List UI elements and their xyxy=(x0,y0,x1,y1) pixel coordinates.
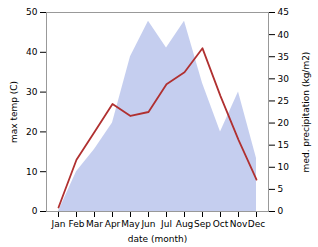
svg-text:date (month): date (month) xyxy=(128,234,187,244)
svg-text:50: 50 xyxy=(26,7,38,17)
svg-text:Apr: Apr xyxy=(105,219,121,229)
svg-text:med. precipitation (kg/m2): med. precipitation (kg/m2) xyxy=(301,52,311,173)
svg-text:Mar: Mar xyxy=(86,219,103,229)
svg-text:30: 30 xyxy=(278,74,290,84)
svg-text:Jul: Jul xyxy=(160,219,172,229)
svg-text:Dec: Dec xyxy=(248,219,265,229)
svg-text:25: 25 xyxy=(278,96,289,106)
svg-text:45: 45 xyxy=(278,7,289,17)
svg-text:10: 10 xyxy=(26,167,38,177)
svg-text:0: 0 xyxy=(32,206,38,216)
svg-text:0: 0 xyxy=(278,206,284,216)
svg-text:5: 5 xyxy=(278,184,284,194)
svg-text:40: 40 xyxy=(26,47,38,57)
svg-text:Aug: Aug xyxy=(176,219,194,229)
svg-text:20: 20 xyxy=(26,127,38,137)
svg-text:35: 35 xyxy=(278,52,289,62)
svg-text:15: 15 xyxy=(278,140,289,150)
svg-text:Sep: Sep xyxy=(194,219,211,229)
svg-text:20: 20 xyxy=(278,118,290,128)
svg-text:max temp (C): max temp (C) xyxy=(9,81,19,143)
svg-text:May: May xyxy=(121,219,140,229)
svg-text:40: 40 xyxy=(278,29,290,39)
svg-text:Jun: Jun xyxy=(140,219,155,229)
svg-text:Oct: Oct xyxy=(213,219,229,229)
svg-text:Nov: Nov xyxy=(230,219,248,229)
svg-text:10: 10 xyxy=(278,162,290,172)
svg-text:30: 30 xyxy=(26,87,38,97)
svg-text:Jan: Jan xyxy=(51,219,66,229)
svg-text:Feb: Feb xyxy=(69,219,85,229)
